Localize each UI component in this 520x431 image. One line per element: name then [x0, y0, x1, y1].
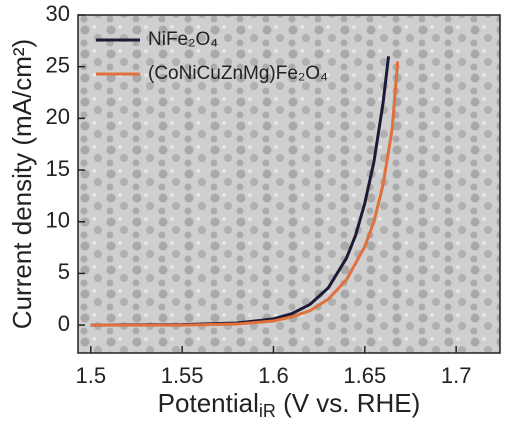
plot-frame — [77, 14, 501, 354]
y-tick-label: 15 — [46, 156, 70, 181]
x-tick-label: 1.5 — [75, 363, 106, 388]
y-tick-label: 20 — [46, 104, 70, 129]
plot-area — [90, 56, 400, 327]
y-tick-label: 10 — [46, 208, 70, 233]
y-tick-label: 30 — [46, 1, 70, 26]
x-tick-label: 1.7 — [441, 363, 472, 388]
legend-label: NiFe₂O₄ — [148, 29, 218, 50]
plot-background — [78, 15, 500, 353]
x-tick-label: 1.65 — [343, 363, 386, 388]
x-axis-label-subscript: iR — [259, 401, 276, 421]
x-axis-label-suffix: (V vs. RHE) — [276, 388, 420, 418]
y-tick-label: 25 — [46, 52, 70, 77]
line-series — [90, 61, 400, 327]
x-axis-label: PotentialiR (V vs. RHE) — [158, 388, 421, 421]
x-axis-label-main: Potential — [158, 388, 259, 418]
x-tick-label: 1.6 — [258, 363, 289, 388]
y-axis-label: Current density (mA/cm²) — [7, 39, 37, 329]
y-tick-label: 0 — [58, 311, 70, 336]
x-tick-label: 1.55 — [161, 363, 204, 388]
y-tick-label: 5 — [58, 259, 70, 284]
legend-label: (CoNiCuZnMg)Fe₂O₄ — [148, 63, 328, 84]
